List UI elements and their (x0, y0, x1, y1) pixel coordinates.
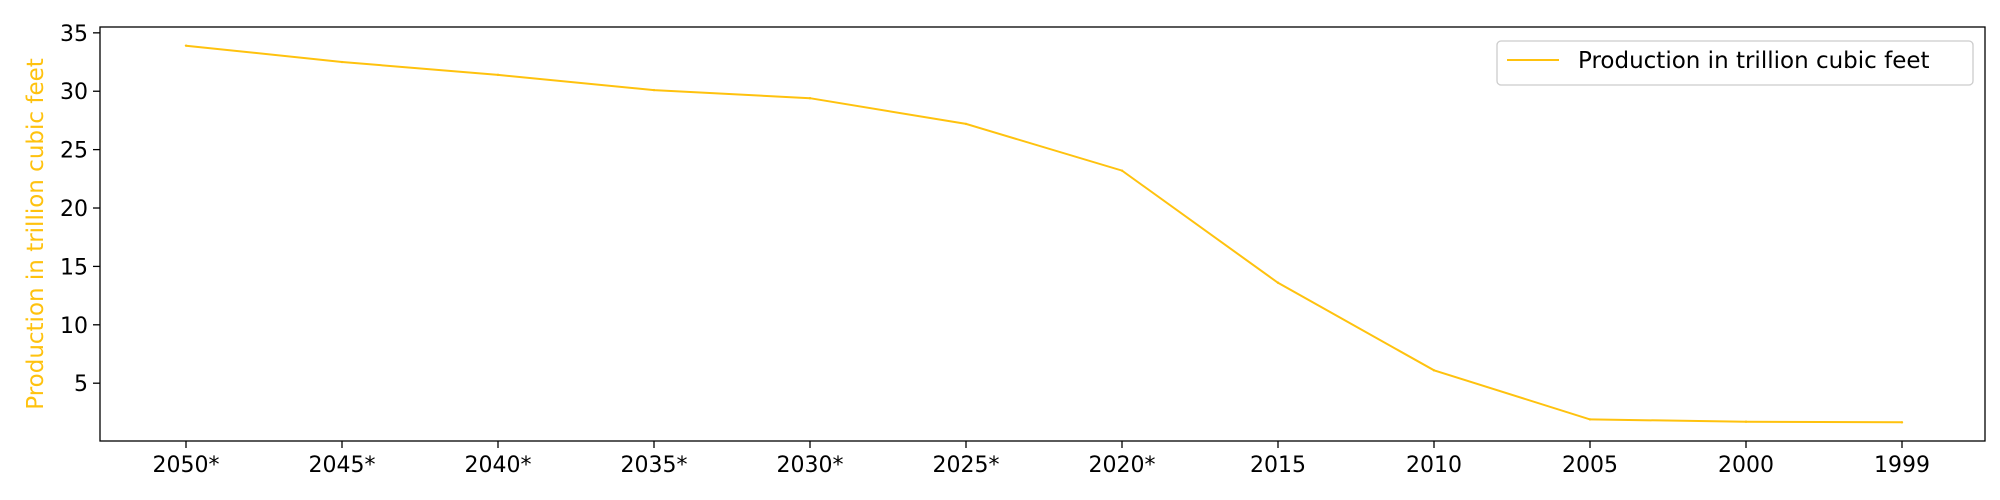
data-point (184, 44, 188, 47)
data-point (1900, 421, 1904, 424)
data-point (1432, 369, 1436, 372)
data-point (1588, 418, 1592, 421)
data-point (1276, 281, 1280, 284)
y-tick-label: 25 (60, 139, 88, 164)
x-axis-ticks: 2050* 2045* 2040* 2035* 2030* 2025* 2020* 2015 2… (153, 441, 1930, 478)
data-point (808, 97, 812, 100)
series-line (185, 44, 1903, 424)
data-point (1744, 420, 1748, 423)
y-tick-label: 15 (60, 255, 88, 280)
x-tick-label: 1999 (1874, 453, 1930, 478)
y-axis-ticks: 5 10 15 20 25 30 35 (60, 22, 100, 397)
x-tick-label: 2030* (777, 453, 844, 478)
x-tick-label: 2010 (1406, 453, 1462, 478)
x-tick-label: 2020* (1089, 453, 1156, 478)
y-tick-label: 10 (60, 314, 88, 339)
x-tick-label: 2000 (1718, 453, 1774, 478)
y-tick-label: 35 (60, 22, 88, 47)
y-tick-label: 5 (74, 372, 88, 397)
plot-area (99, 26, 1986, 442)
data-point (964, 122, 968, 126)
x-tick-label: 2045* (309, 453, 376, 478)
data-point (340, 60, 344, 64)
x-tick-label: 2040* (465, 453, 532, 478)
data-points (184, 44, 1904, 424)
legend-label: Production in trillion cubic feet (1578, 48, 1930, 74)
x-tick-label: 2035* (621, 453, 688, 478)
y-tick-label: 20 (60, 197, 88, 222)
x-tick-label: 2005 (1562, 453, 1618, 478)
x-tick-label: 2025* (933, 453, 1000, 478)
y-tick-label: 30 (60, 80, 88, 105)
data-point (496, 73, 500, 77)
data-point (652, 88, 656, 92)
x-tick-label: 2015 (1250, 453, 1306, 478)
data-point (1120, 169, 1124, 172)
legend-box (1496, 40, 1974, 86)
y-axis-title: Production in trillion cubic feet (23, 58, 49, 410)
x-tick-label: 2050* (153, 453, 220, 478)
legend: Production in trillion cubic feet (1496, 40, 1974, 86)
